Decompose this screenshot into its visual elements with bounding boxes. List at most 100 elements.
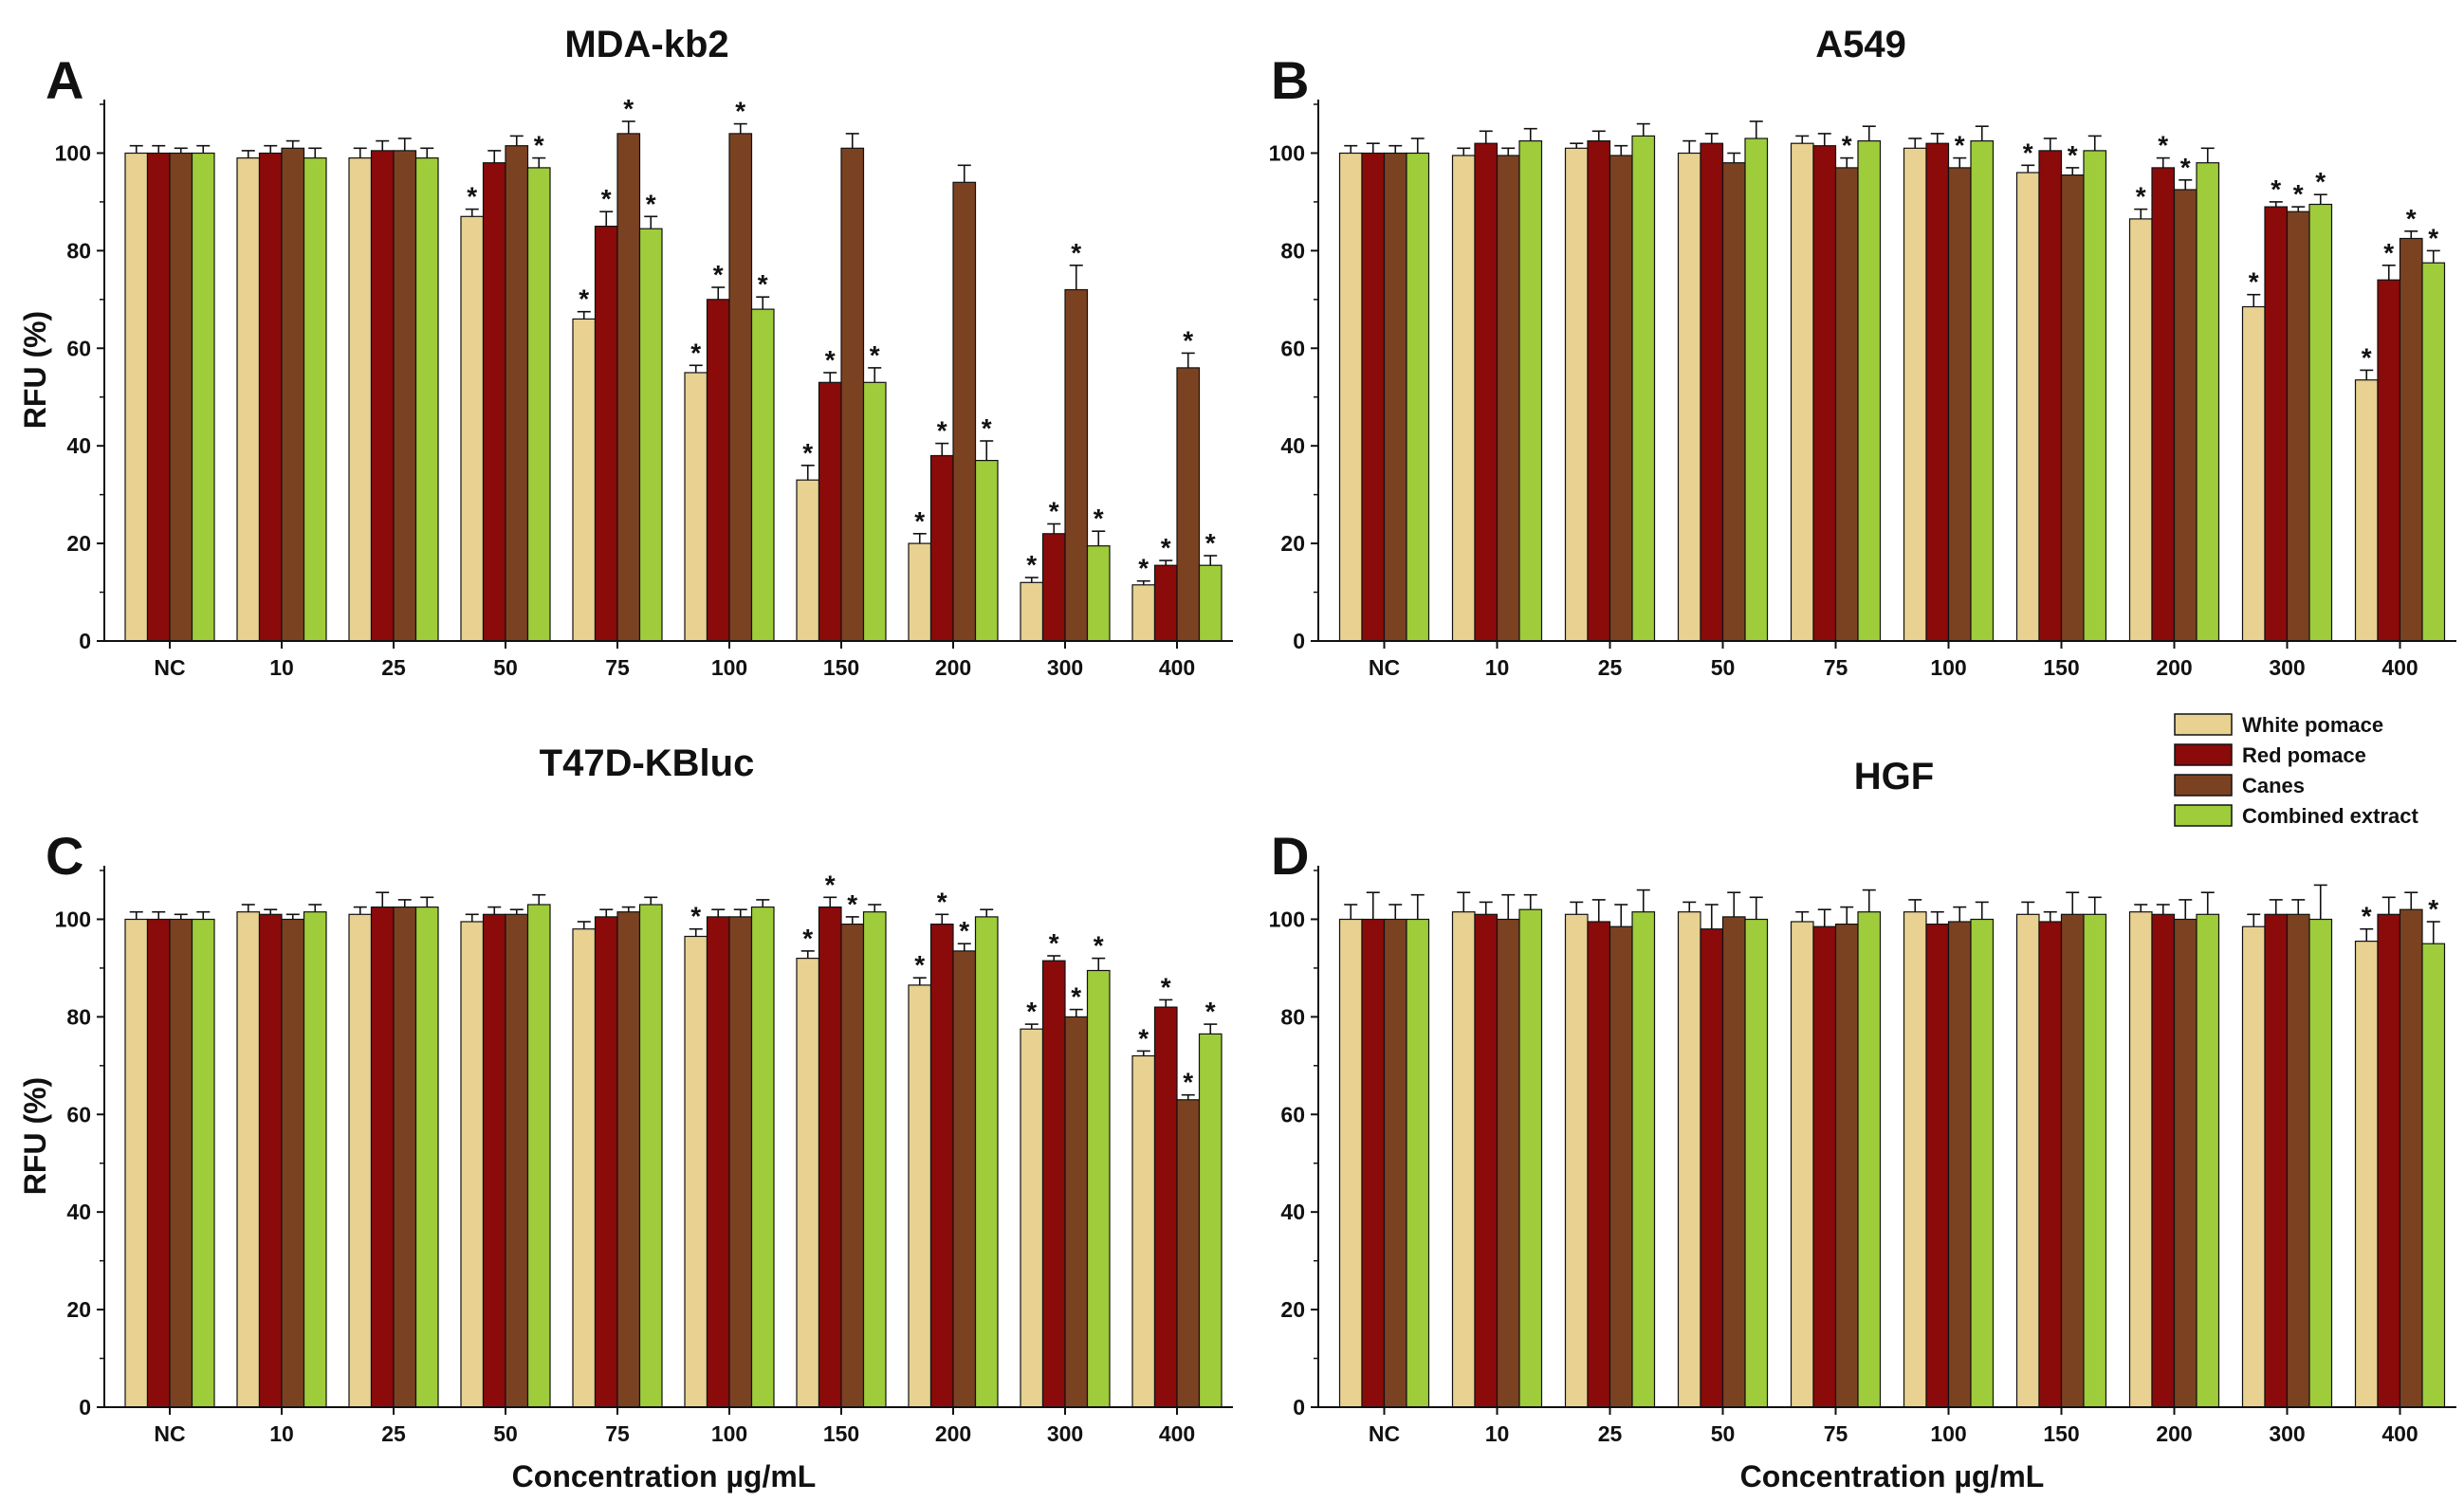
plot-panel-d: * * 0 20 40 60 80 100 NC 10 25 50 75 100 150 200 300 400: [1269, 866, 2456, 1446]
bar-white-pomace-100: [1903, 147, 1927, 642]
bar-red-pomace-100: [1925, 923, 1950, 1408]
x-tick-label-10: 10: [1485, 655, 1510, 680]
x-tick-label-100: 100: [711, 1421, 747, 1446]
x-tick-label-75: 75: [605, 655, 630, 680]
significance-star-canes-100: *: [735, 97, 745, 126]
bar-white-pomace-10: [1451, 155, 1476, 642]
bar-red-pomace-10: [258, 913, 283, 1408]
bar-red-pomace-400: [2377, 913, 2401, 1408]
y-tick-label: 0: [79, 1395, 91, 1420]
bar-combined-extract-10: [303, 911, 327, 1408]
bar-combined-extract-300: [2308, 918, 2333, 1408]
plot-panel-c: * * * * * * * * * * * * * * * 0 20 40 60 80 100 NC 10 25 50 75 100…: [55, 866, 1233, 1446]
bar-combined-extract-NC: [191, 152, 215, 642]
bar-combined-extract-NC: [191, 918, 215, 1408]
bar-combined-extract-150: [862, 911, 887, 1408]
bar-white-pomace-100: [684, 372, 708, 642]
y-tick-label: 60: [1280, 1102, 1305, 1126]
bar-canes-150: [2060, 174, 2085, 642]
bar-combined-extract-75: [1857, 140, 1882, 642]
x-tick-label-150: 150: [2043, 1421, 2079, 1446]
bar-combined-extract-25: [414, 906, 439, 1408]
bar-white-pomace-75: [1790, 921, 1814, 1408]
bar-red-pomace-10: [1474, 142, 1499, 642]
significance-star-red-pomace-400: *: [1161, 972, 1171, 1001]
y-tick-label: 80: [66, 238, 91, 263]
significance-star-canes-300: *: [1071, 238, 1081, 267]
bar-canes-25: [1609, 925, 1633, 1408]
bar-white-pomace-25: [1564, 147, 1589, 642]
bar-canes-25: [393, 150, 417, 642]
bar-red-pomace-400: [1153, 564, 1178, 642]
x-tick-label-150: 150: [823, 655, 859, 680]
x-tick-label-75: 75: [1824, 655, 1848, 680]
ylabel-panel-a: RFU (%): [18, 311, 52, 429]
bar-combined-extract-50: [1744, 918, 1769, 1408]
bar-white-pomace-75: [1790, 142, 1814, 642]
bar-canes-10: [281, 147, 305, 642]
bar-canes-100: [728, 133, 753, 642]
bar-combined-extract-150: [862, 381, 887, 642]
bar-canes-50: [505, 913, 529, 1408]
x-tick-label-150: 150: [823, 1421, 859, 1446]
bar-combined-extract-200: [974, 916, 999, 1408]
bar-canes-300: [2286, 211, 2310, 642]
significance-star-white-pomace-75: *: [579, 284, 589, 314]
significance-star-white-pomace-200: *: [914, 950, 925, 980]
significance-star-red-pomace-75: *: [601, 184, 612, 213]
bar-red-pomace-200: [2151, 167, 2176, 642]
significance-star-white-pomace-400: *: [1138, 554, 1149, 583]
significance-star-white-pomace-150: *: [802, 924, 813, 953]
bar-red-pomace-NC: [146, 918, 171, 1408]
bar-white-pomace-400: [1131, 584, 1156, 642]
bar-red-pomace-NC: [1361, 918, 1386, 1408]
bar-white-pomace-25: [348, 913, 373, 1408]
bar-combined-extract-75: [638, 904, 663, 1408]
x-tick-label-400: 400: [1159, 1421, 1195, 1446]
bar-canes-150: [840, 147, 865, 642]
x-tick-label-50: 50: [493, 1421, 518, 1446]
significance-star-canes-150: *: [2068, 140, 2078, 170]
y-tick-label: 100: [1269, 140, 1305, 165]
bar-canes-50: [1721, 916, 1746, 1408]
bar-canes-NC: [1383, 918, 1407, 1408]
title-panel-a: MDA-kb2: [564, 24, 728, 65]
x-tick-label-300: 300: [2269, 1421, 2305, 1446]
bar-canes-150: [840, 923, 865, 1408]
significance-star-red-pomace-200: *: [937, 416, 947, 446]
significance-star-white-pomace-100: *: [690, 338, 701, 367]
x-tick-label-100: 100: [711, 655, 747, 680]
bar-white-pomace-10: [1451, 911, 1476, 1408]
bar-red-pomace-150: [818, 906, 842, 1408]
bar-white-pomace-50: [1677, 152, 1701, 642]
bar-canes-50: [505, 145, 529, 642]
bar-white-pomace-300: [2241, 305, 2266, 642]
x-tick-label-NC: NC: [154, 1421, 185, 1446]
bar-canes-300: [1064, 288, 1089, 642]
significance-star-combined-extract-300: *: [2315, 167, 2326, 196]
y-tick-label: 40: [66, 433, 91, 458]
bar-white-pomace-200: [908, 984, 932, 1408]
x-tick-label-10: 10: [1485, 1421, 1510, 1446]
y-tick-label: 60: [66, 336, 91, 360]
bar-white-pomace-150: [796, 957, 820, 1408]
y-tick-label: 100: [55, 907, 91, 931]
significance-star-red-pomace-300: *: [2271, 174, 2281, 204]
x-tick-label-25: 25: [381, 1421, 406, 1446]
significance-star-canes-75: *: [1842, 131, 1852, 160]
bar-white-pomace-NC: [1338, 918, 1363, 1408]
bar-red-pomace-50: [482, 162, 506, 642]
bar-white-pomace-10: [236, 157, 261, 642]
significance-star-combined-extract-100: *: [758, 269, 768, 299]
bar-white-pomace-NC: [124, 152, 149, 642]
bar-white-pomace-300: [2241, 925, 2266, 1408]
xlabel-panel-d: Concentration µg/mL: [1740, 1459, 2045, 1493]
y-tick-label: 0: [1293, 629, 1305, 653]
bar-red-pomace-10: [1474, 913, 1499, 1408]
bar-red-pomace-200: [929, 454, 954, 642]
bar-combined-extract-25: [1631, 135, 1656, 642]
legend-label-white-pomace: White pomace: [2242, 713, 2383, 737]
significance-star-white-pomace-150: *: [2023, 137, 2033, 167]
bar-red-pomace-200: [929, 923, 954, 1408]
bar-combined-extract-NC: [1406, 918, 1430, 1408]
